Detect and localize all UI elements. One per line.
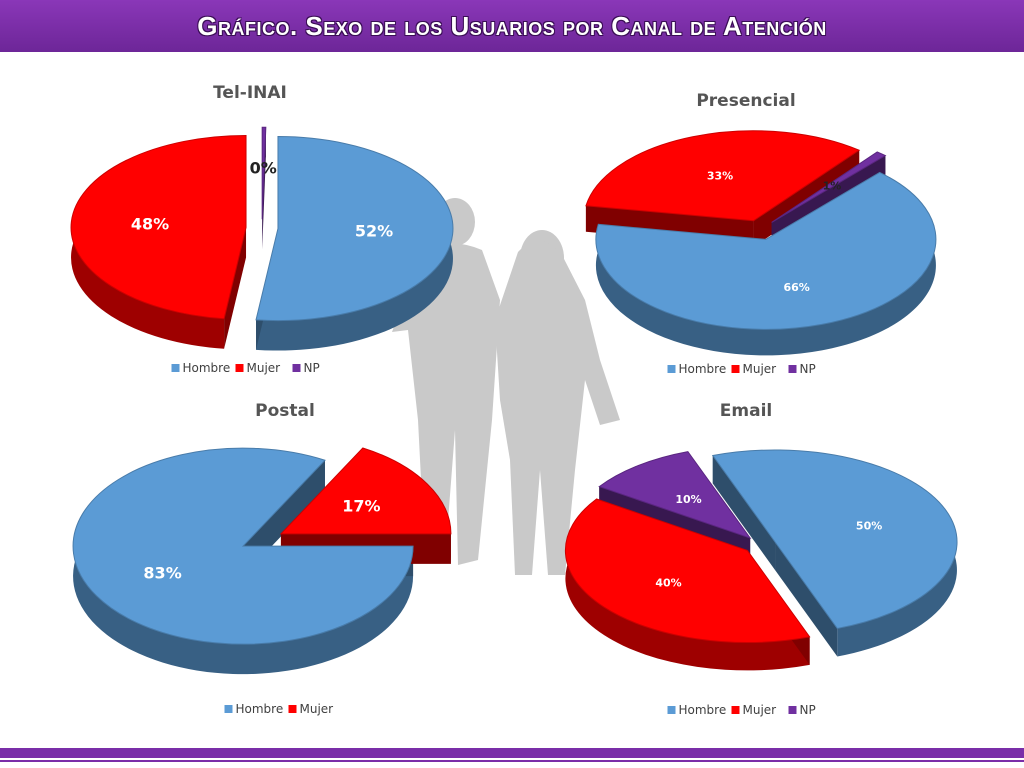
title-bar: Gráfico. Sexo de los Usuarios por Canal … [0, 0, 1024, 52]
slice-edge-hombre [775, 541, 838, 657]
data-label-np: 0% [250, 159, 277, 178]
page-title: Gráfico. Sexo de los Usuarios por Canal … [197, 10, 827, 41]
pie-slice-np [771, 151, 887, 223]
pie-chart-postal: Postal 83% 17% Hombre Mujer [72, 401, 452, 716]
pie-chart-presencial: Presencial 66% 33% 1% Hombre Mujer NP [585, 91, 937, 376]
data-label-np: 1% [823, 180, 842, 193]
pie-chart-tel-inai: Tel-INAI 52% 48% 0% Hombre Mujer NP [70, 83, 454, 375]
legend-swatch-np [292, 364, 301, 372]
legend-item-np: NP [800, 362, 816, 376]
slice-edge-hombre [712, 455, 776, 570]
pie-slice-mujer [564, 498, 811, 643]
chart-legend: Hombre Mujer [224, 702, 334, 716]
slice-wall-mujer [565, 498, 810, 671]
legend-item-mujer: Mujer [247, 361, 281, 375]
pie-slice-hombre [595, 171, 937, 330]
pie-slice-hombre [255, 136, 454, 322]
couple-silhouette [392, 198, 620, 576]
chart-title: Presencial [696, 91, 795, 111]
legend-item-mujer: Mujer [743, 703, 777, 717]
legend-swatch-hombre [667, 365, 676, 373]
chart-title: Email [720, 401, 772, 421]
data-label-np: 10% [675, 493, 701, 506]
data-label-mujer: 40% [655, 577, 681, 590]
data-label-hombre: 66% [783, 281, 809, 294]
chart-legend: Hombre Mujer NP [171, 361, 320, 375]
bottom-accent-line [0, 760, 1024, 762]
chart-legend: Hombre Mujer NP [667, 362, 816, 376]
data-label-hombre: 52% [355, 222, 393, 241]
legend-swatch-mujer [235, 364, 244, 372]
legend-swatch-mujer [731, 706, 740, 714]
data-label-hombre: 83% [143, 564, 181, 583]
legend-swatch-np [788, 706, 797, 714]
legend-swatch-hombre [667, 706, 676, 714]
pie-slice-hombre [72, 447, 414, 645]
charts-figure: Tel-INAI 52% 48% 0% Hombre Mujer NP Presencial 6… [70, 83, 958, 717]
data-label-hombre: 50% [856, 520, 882, 533]
legend-swatch-hombre [224, 705, 233, 713]
chart-title: Postal [255, 401, 315, 421]
legend-item-mujer: Mujer [743, 362, 777, 376]
pie-slice-mujer [70, 134, 247, 320]
legend-item-hombre: Hombre [183, 361, 231, 375]
data-label-mujer: 33% [707, 170, 733, 183]
legend-swatch-hombre [171, 364, 180, 372]
legend-item-np: NP [304, 361, 320, 375]
pie-slice-np [261, 126, 267, 220]
legend-item-hombre: Hombre [679, 703, 727, 717]
pie-chart-email: Email 50% 40% 10% Hombre Mujer NP [564, 401, 958, 717]
data-label-mujer: 17% [342, 496, 380, 515]
legend-item-hombre: Hombre [679, 362, 727, 376]
legend-item-np: NP [800, 703, 816, 717]
slice-edge-mujer [224, 227, 247, 349]
legend-swatch-mujer [731, 365, 740, 373]
chart-title: Tel-INAI [213, 83, 287, 103]
pie-slice-mujer [585, 130, 861, 222]
legend-item-mujer: Mujer [300, 702, 334, 716]
pie-slice-np [598, 451, 752, 540]
data-label-mujer: 48% [131, 214, 169, 233]
pie-slice-mujer [279, 447, 452, 535]
legend-item-hombre: Hombre [236, 702, 284, 716]
legend-swatch-mujer [288, 705, 297, 713]
chart-legend: Hombre Mujer NP [667, 703, 816, 717]
pie-slice-hombre [711, 449, 958, 629]
legend-swatch-np [788, 365, 797, 373]
bottom-accent-bar [0, 748, 1024, 758]
